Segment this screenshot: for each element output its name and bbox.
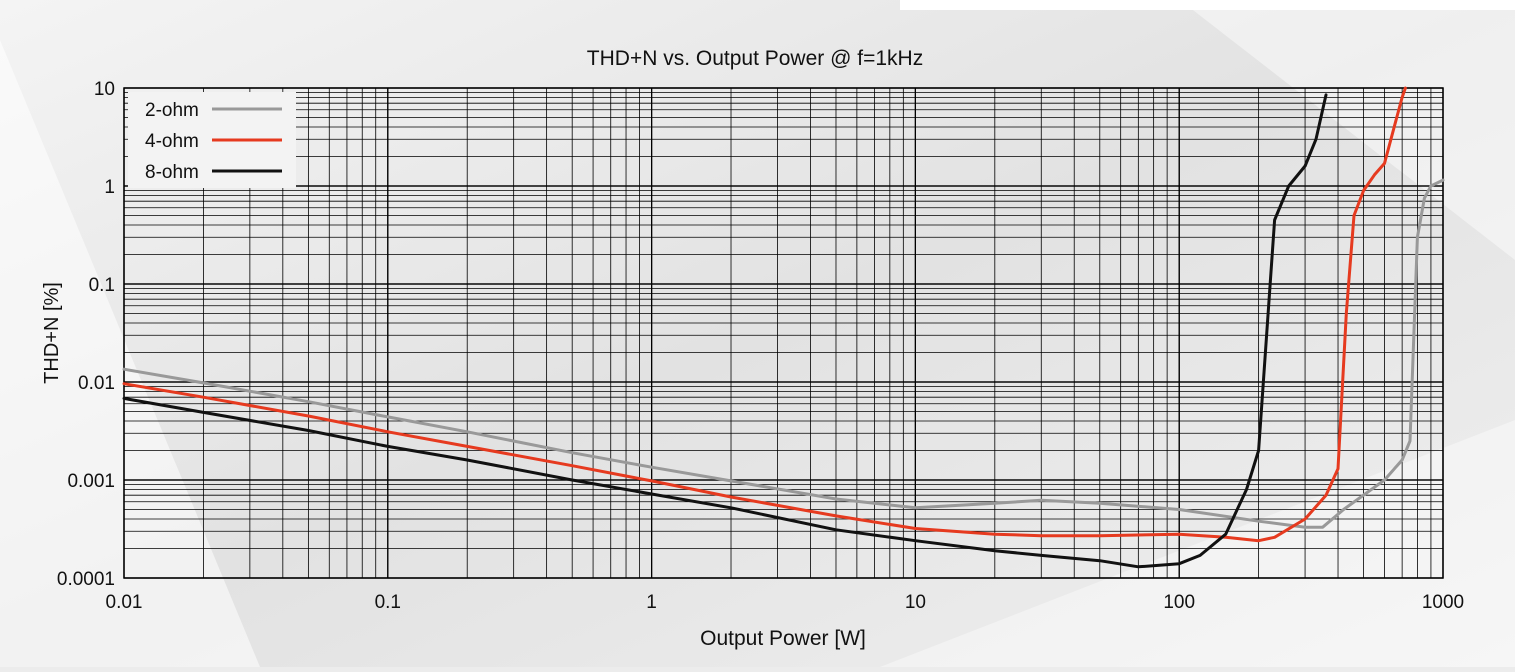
chart-title: THD+N vs. Output Power @ f=1kHz [587,47,923,70]
y-tick-label: 1 [104,177,115,198]
grid [123,87,1444,579]
series-line-8-ohm [122,93,1328,569]
y-tick-labels: 0.0001 0.001 0.01 0.1 1 10 [57,79,115,590]
x-tick-label: 100 [1163,592,1195,613]
legend-label: 2-ohm [145,100,199,121]
x-tick-label: 10 [905,592,926,613]
series-line-4-ohm [122,86,1407,543]
series-lines [122,86,1445,569]
y-tick-label: 0.0001 [57,569,115,590]
x-tick-label: 1000 [1422,592,1464,613]
y-tick-label: 0.01 [78,373,115,394]
legend-label: 8-ohm [145,162,199,183]
legend: 2-ohm 4-ohm 8-ohm [128,92,296,188]
y-tick-label: 0.1 [89,275,115,296]
x-axis-label: Output Power [W] [700,627,866,650]
y-tick-label: 10 [94,79,115,100]
y-axis-label: THD+N [%] [41,282,63,384]
series-line-2-ohm [122,178,1445,529]
x-tick-label: 1 [646,592,657,613]
y-tick-label: 0.001 [67,471,115,492]
legend-label: 4-ohm [145,131,199,152]
x-tick-label: 0.1 [375,592,401,613]
plot-frame [123,87,1444,579]
x-tick-labels: 0.01 0.1 1 10 100 1000 [106,592,1465,613]
x-tick-label: 0.01 [106,592,143,613]
